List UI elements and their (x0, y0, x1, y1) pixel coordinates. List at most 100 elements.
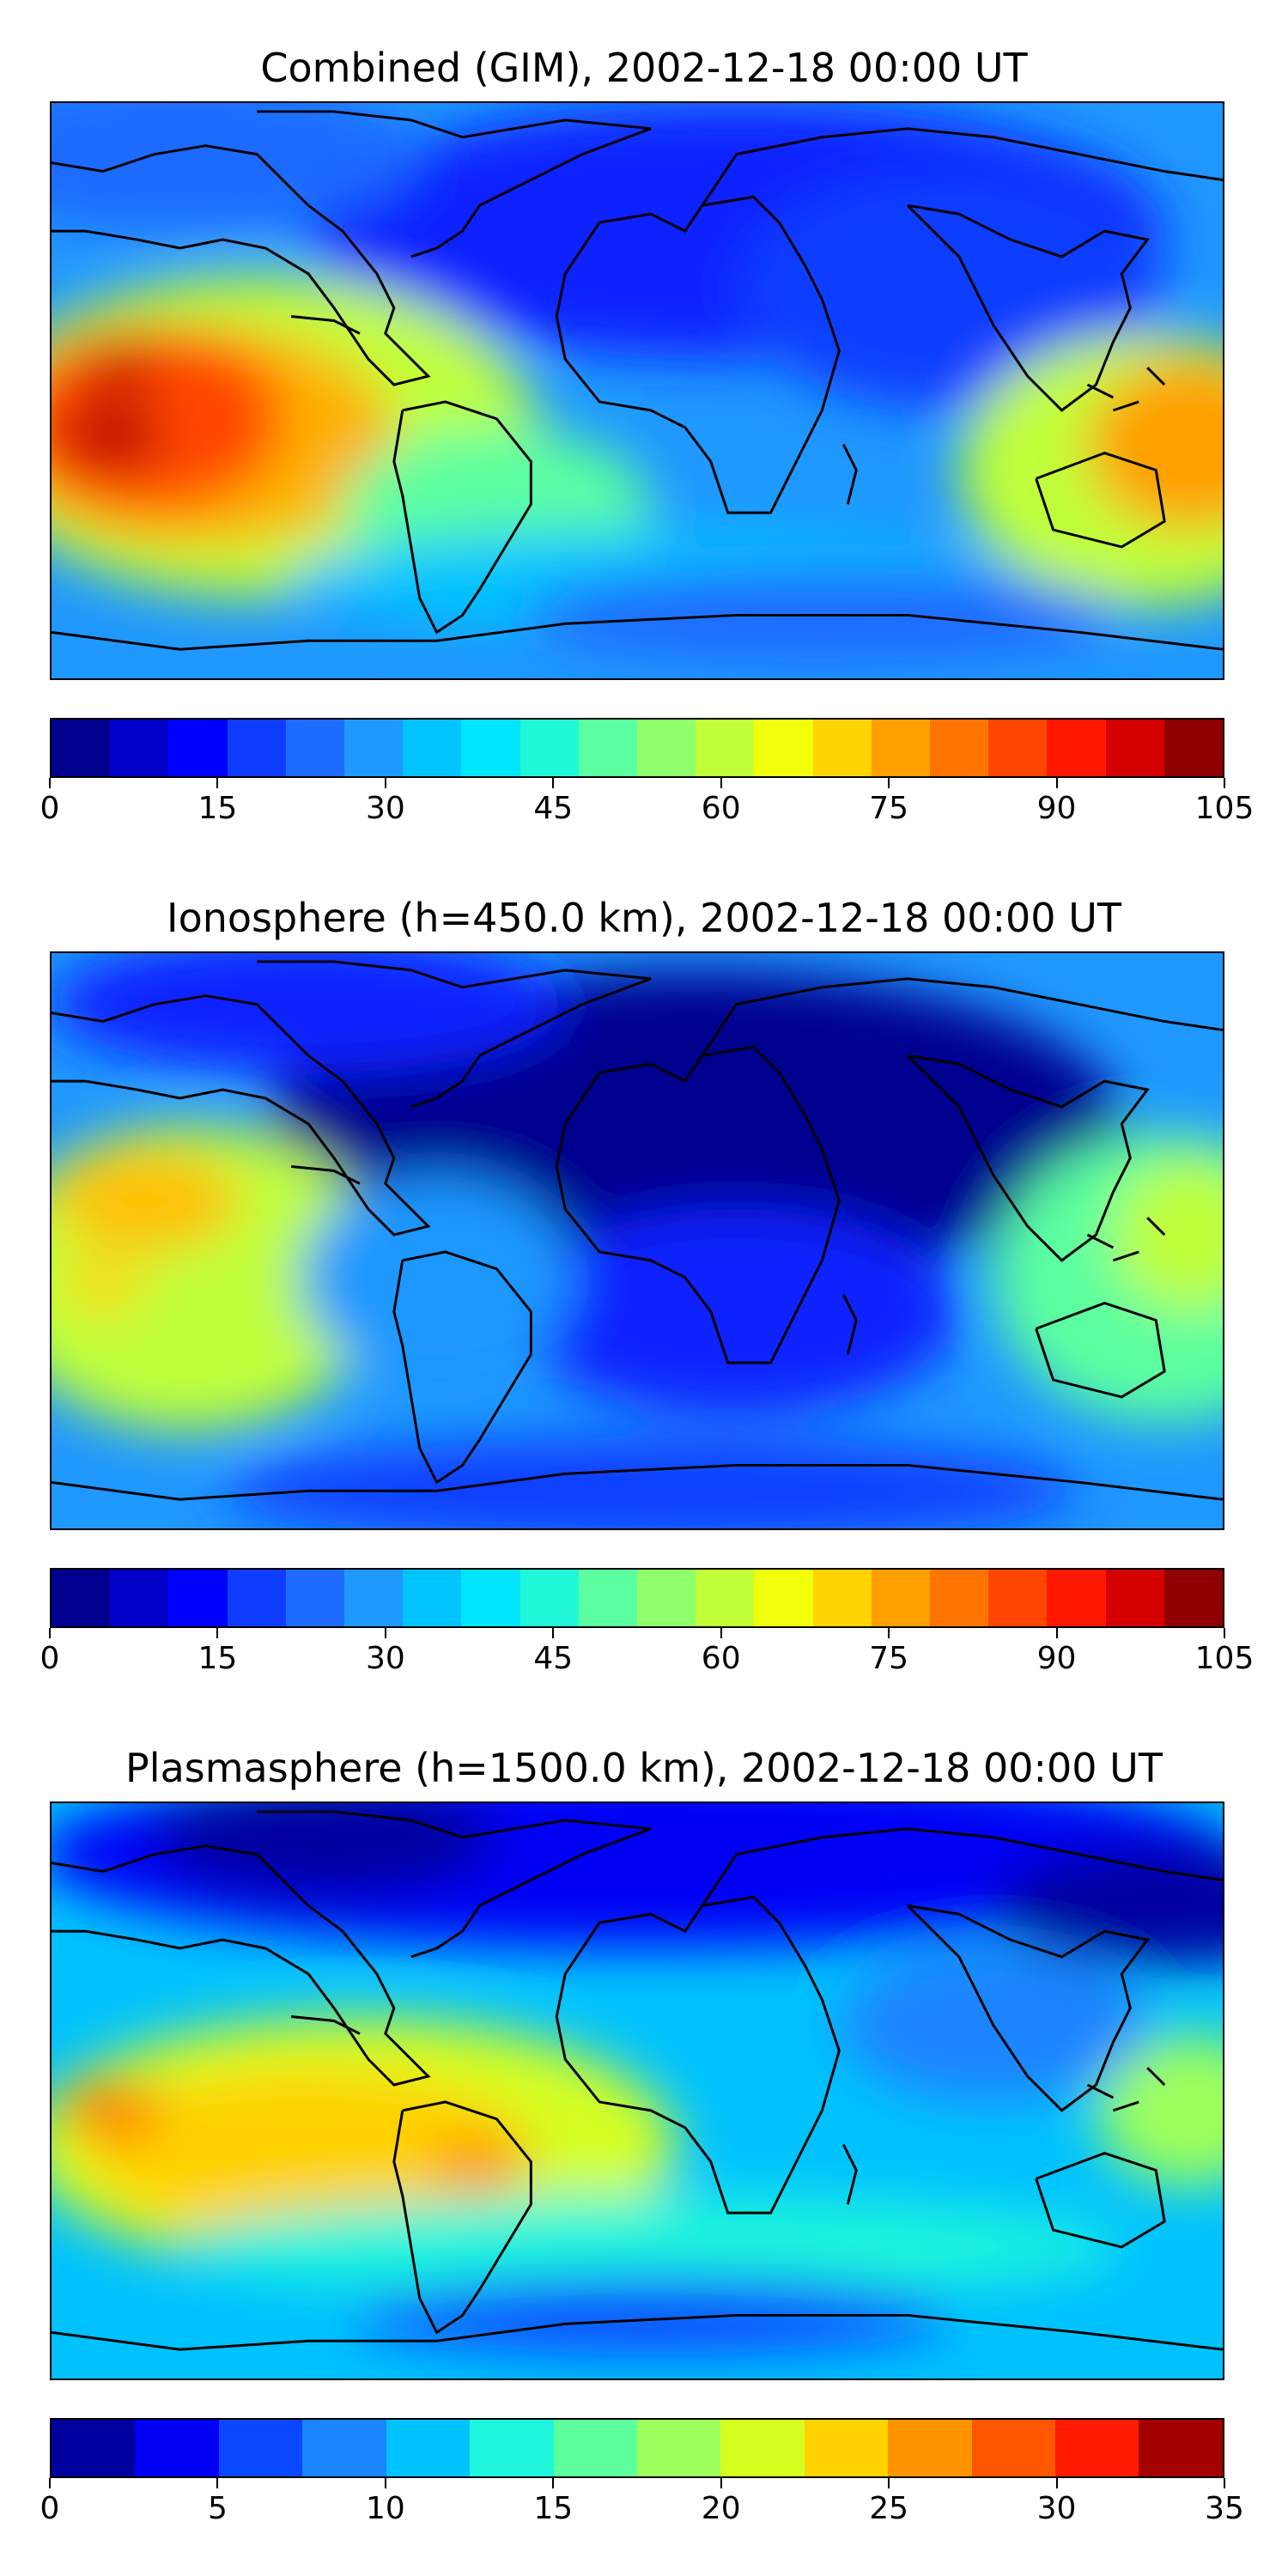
tec-map-combined (50, 101, 1224, 680)
colorbar-tick-label: 15 (533, 2491, 574, 2526)
colorbar-tick (720, 2478, 722, 2488)
colorbar-plasmasphere (50, 2418, 1224, 2478)
colorbar-tick-label: 0 (39, 1641, 60, 1676)
colorbar-tick-label: 90 (1036, 1641, 1077, 1676)
colorbar-segment (52, 2420, 136, 2476)
colorbar-tick (216, 2478, 219, 2488)
colorbar-tick-label: 25 (869, 2491, 909, 2526)
colorbar-tick-label: 20 (701, 2491, 741, 2526)
colorbar-segment (754, 1570, 813, 1626)
colorbar-segment (888, 2420, 972, 2476)
colorbar-tick (1224, 1628, 1225, 1638)
colorbar-segment (720, 2420, 805, 2476)
colorbar-tick (552, 1628, 555, 1638)
colorbar-segment (636, 2420, 721, 2476)
colorbar-segment (804, 2420, 889, 2476)
colorbar-ionosphere (50, 1568, 1224, 1628)
colorbar-tick-label: 30 (1036, 2491, 1077, 2526)
colorbar-tick-label: 90 (1036, 791, 1077, 826)
colorbar-tick-label: 75 (869, 1641, 909, 1676)
colorbar-segment (519, 1570, 579, 1626)
colorbar-tick (1055, 778, 1058, 788)
colorbar-tick-label: 75 (869, 791, 909, 826)
colorbar-tick-label: 45 (533, 1641, 574, 1676)
colorbar-tick-label: 30 (365, 791, 405, 826)
colorbar-segment (553, 2420, 637, 2476)
colorbar-segment (218, 2420, 303, 2476)
colorbar-tick (216, 778, 219, 788)
tec-map-ionosphere (50, 951, 1224, 1530)
colorbar-segment (52, 1570, 111, 1626)
colorbar-tick-label: 10 (365, 2491, 405, 2526)
colorbar-tick (888, 778, 890, 788)
colorbar-segment (110, 1570, 169, 1626)
colorbar-segment (285, 720, 345, 776)
colorbar-tick (216, 1628, 219, 1638)
panel-title: Combined (GIM), 2002-12-18 00:00 UT (260, 45, 1028, 91)
colorbar-tick-label: 5 (207, 2491, 228, 2526)
colorbar-tick-label: 0 (39, 2491, 60, 2526)
colorbar-segment (519, 720, 579, 776)
colorbar-tick-label: 15 (197, 791, 238, 826)
colorbar-segment (637, 1570, 696, 1626)
colorbar-segment (812, 720, 872, 776)
colorbar-segment (1105, 1570, 1164, 1626)
colorbar-segment (168, 1570, 228, 1626)
colorbar-segment (696, 720, 755, 776)
colorbar-segment (637, 720, 696, 776)
colorbar-segment (1047, 1570, 1106, 1626)
colorbar-segment (168, 720, 228, 776)
colorbar-segment (285, 1570, 345, 1626)
colorbar-tick-label: 105 (1194, 1641, 1255, 1676)
colorbar-tick (384, 2478, 386, 2488)
colorbar-segment (52, 720, 111, 776)
colorbar-segment (135, 2420, 219, 2476)
colorbar-tick (888, 1628, 890, 1638)
colorbar-segment (461, 1570, 520, 1626)
colorbar-tick (49, 778, 51, 788)
colorbar-segment (578, 720, 638, 776)
colorbar-tick (1055, 1628, 1058, 1638)
colorbar-tick (49, 1628, 51, 1638)
colorbar-segment (344, 1570, 404, 1626)
colorbar-segment (1163, 720, 1223, 776)
colorbar-segment (988, 1570, 1048, 1626)
colorbar-tick (1224, 2478, 1225, 2488)
tec-map-plasmasphere (50, 1801, 1224, 2380)
colorbar-tick-label: 35 (1205, 2491, 1244, 2526)
colorbar-segment (403, 720, 462, 776)
colorbar-tick-label: 60 (701, 791, 741, 826)
colorbar-tick (720, 778, 722, 788)
colorbar-segment (1163, 1570, 1223, 1626)
colorbar-segment (988, 720, 1048, 776)
colorbar-segment (110, 720, 169, 776)
colorbar-segment (930, 1570, 989, 1626)
colorbar-tick (1224, 778, 1225, 788)
colorbar-segment (971, 2420, 1056, 2476)
colorbar-segment (1055, 2420, 1139, 2476)
colorbar-tick-label: 105 (1194, 791, 1255, 826)
colorbar-segment (227, 1570, 286, 1626)
colorbar-tick (552, 778, 555, 788)
colorbar-tick-label: 45 (533, 791, 574, 826)
colorbar-segment (871, 720, 931, 776)
colorbar-tick (384, 1628, 386, 1638)
colorbar-tick (49, 2478, 51, 2488)
colorbar-segment (812, 1570, 872, 1626)
colorbar-combined (50, 718, 1224, 778)
colorbar-tick (720, 1628, 722, 1638)
colorbar-segment (1047, 720, 1106, 776)
colorbar-tick (384, 778, 386, 788)
colorbar-segment (302, 2420, 386, 2476)
colorbar-segment (930, 720, 989, 776)
panel-title: Plasmasphere (h=1500.0 km), 2002-12-18 0… (125, 1745, 1163, 1791)
colorbar-segment (403, 1570, 462, 1626)
colorbar-segment (578, 1570, 638, 1626)
colorbar-tick-label: 60 (701, 1641, 741, 1676)
colorbar-tick-label: 15 (197, 1641, 238, 1676)
colorbar-segment (227, 720, 286, 776)
colorbar-tick (1055, 2478, 1058, 2488)
colorbar-tick-label: 30 (365, 1641, 405, 1676)
colorbar-segment (871, 1570, 931, 1626)
colorbar-segment (461, 720, 520, 776)
